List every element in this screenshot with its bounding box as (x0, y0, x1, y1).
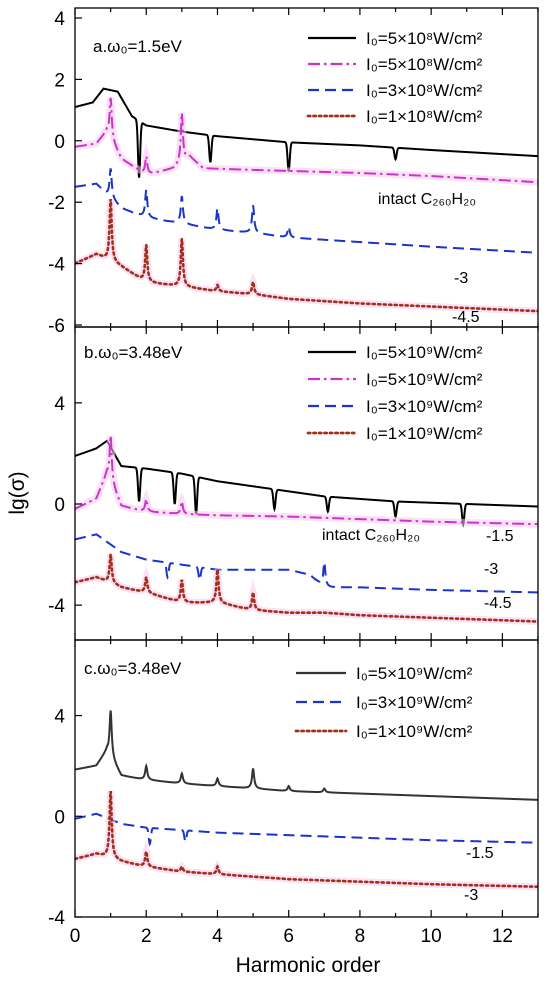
legend-label: I₀=3×10⁸W/cm² (366, 81, 483, 100)
series-line-c-1 (75, 812, 538, 847)
offset-label: -3 (464, 887, 478, 904)
legend-label: I₀=3×10⁹W/cm² (356, 693, 473, 712)
panel-a: -6 -4 -2 0 2 4 a.ω₀=1.5eV I₀=5×10⁸W/cm² I₀=5×10⁸… (48, 7, 539, 337)
panel-b: -4 0 4 b.ω₀=3.48eV I₀=5×10⁹W/cm² I₀=5×10⁹W/cm… (48, 326, 539, 641)
x-axis-title: Harmonic order (236, 954, 381, 977)
legend-label: I₀=5×10⁹W/cm² (366, 370, 483, 389)
panel-c: -4 0 4 c.ω₀=3.48eV I₀=5×10⁹W/cm² I₀=3×10⁹W/cm… (48, 639, 539, 929)
offset-label: -1.5 (486, 528, 514, 545)
y-tick-label: 2 (54, 70, 65, 91)
legend-label: I₀=1×10⁹W/cm² (366, 424, 483, 443)
y-tick-label: -4 (48, 908, 65, 929)
series-line-c-2 (75, 790, 538, 889)
series-line-b-0 (75, 439, 538, 528)
y-axis-title: lg(σ) (6, 471, 29, 514)
x-tick-label: 10 (421, 926, 442, 947)
series-line-b-3 (75, 554, 538, 623)
x-tick-label: 4 (212, 926, 223, 947)
y-tick-label: -6 (48, 316, 65, 337)
legend-label: I₀=3×10⁹W/cm² (366, 397, 483, 416)
legend-label: I₀=1×10⁸W/cm² (366, 107, 483, 126)
y-tick-label: 4 (54, 394, 65, 415)
offset-label: -4.5 (484, 595, 512, 612)
series-line-b-1 (75, 435, 538, 526)
series-glow-c-2 (75, 790, 538, 891)
panel-label-b: b.ω₀=3.48eV (84, 343, 183, 362)
molecule-annotation: intact C₂₆₀H₂₀ (378, 191, 476, 208)
offset-label: -1.5 (466, 845, 494, 862)
y-tick-label: -2 (48, 193, 65, 214)
y-tick-label: 0 (54, 495, 65, 516)
y-tick-label: -4 (48, 255, 65, 276)
y-tick-label: 0 (54, 132, 65, 153)
x-tick-label: 8 (355, 926, 366, 947)
molecule-annotation: intact C₂₆₀H₂₀ (322, 527, 420, 544)
plot-frame-c (74, 639, 539, 918)
series-line-a-2 (75, 168, 538, 254)
legend-label: I₀=5×10⁸W/cm² (366, 55, 483, 74)
legend-label: I₀=5×10⁹W/cm² (366, 343, 483, 362)
y-tick-label: 0 (54, 807, 65, 828)
y-tick-label: -4 (48, 596, 65, 617)
series-glow-b-1 (75, 435, 538, 528)
series-line-a-0 (75, 87, 538, 178)
x-tick-label: 6 (283, 926, 294, 947)
series-line-a-3 (75, 199, 538, 313)
x-tick-label: 2 (141, 926, 152, 947)
legend-label: I₀=1×10⁹W/cm² (356, 722, 473, 741)
offset-label: -4.5 (452, 309, 480, 326)
offset-label: -3 (454, 270, 468, 287)
x-tick-label: 0 (70, 926, 81, 947)
y-tick-label: 4 (54, 9, 65, 30)
y-tick-label: 4 (54, 707, 65, 728)
panel-label-c: c.ω₀=3.48eV (84, 659, 182, 678)
series-line-b-2 (75, 533, 538, 594)
series-line-a-1 (75, 97, 538, 184)
panel-label-a: a.ω₀=1.5eV (93, 37, 183, 56)
series-line-c-0 (75, 710, 538, 801)
legend-label: I₀=5×10⁸W/cm² (366, 29, 483, 48)
offset-label: -3 (484, 561, 498, 578)
legend-label: I₀=5×10⁹W/cm² (356, 664, 473, 683)
x-tick-label: 12 (492, 926, 513, 947)
